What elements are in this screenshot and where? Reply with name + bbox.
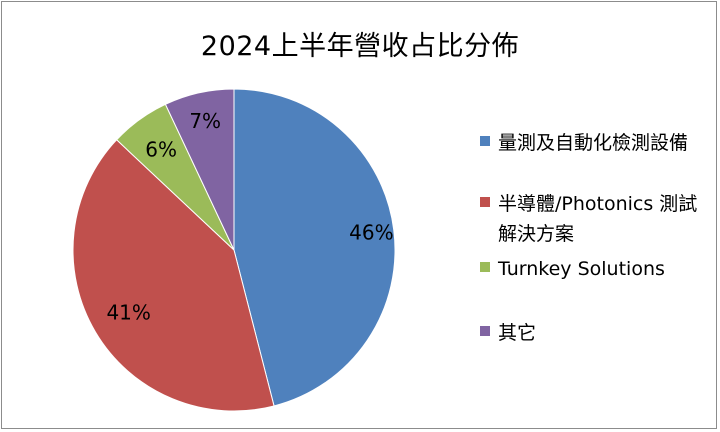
legend-swatch: [480, 197, 490, 207]
data-label-semiconductor-photonics: 41%: [106, 300, 150, 324]
legend-swatch: [480, 262, 490, 272]
legend-swatch: [480, 326, 490, 336]
pie-data-labels: 46% 41% 6% 7%: [106, 109, 393, 324]
legend-label: 半導體/Photonics 測試解決方案: [498, 193, 698, 245]
data-label-others: 7%: [189, 109, 221, 133]
data-label-measurement-automation: 46%: [349, 221, 393, 245]
legend-item-others: 其它: [480, 318, 716, 348]
pie-slice-others: [164, 88, 235, 251]
legend-item-measurement-automation: 量測及自動化檢測設備: [480, 128, 716, 158]
legend-item-semiconductor-photonics: 半導體/Photonics 測試解決方案: [480, 189, 716, 249]
pie-slice-measurement-automation: [233, 88, 396, 407]
legend-swatch: [480, 136, 490, 146]
pie-slices: [72, 88, 396, 412]
data-label-turnkey-solutions: 6%: [145, 138, 177, 162]
legend-label: Turnkey Solutions: [498, 258, 665, 280]
chart-title: 2024上半年營收占比分佈: [200, 31, 520, 62]
legend-item-turnkey-solutions: Turnkey Solutions: [480, 254, 716, 284]
legend-label: 其它: [498, 322, 537, 344]
legend-label: 量測及自動化檢測設備: [498, 132, 689, 154]
pie-slice-semiconductor-photonics: [72, 139, 275, 412]
